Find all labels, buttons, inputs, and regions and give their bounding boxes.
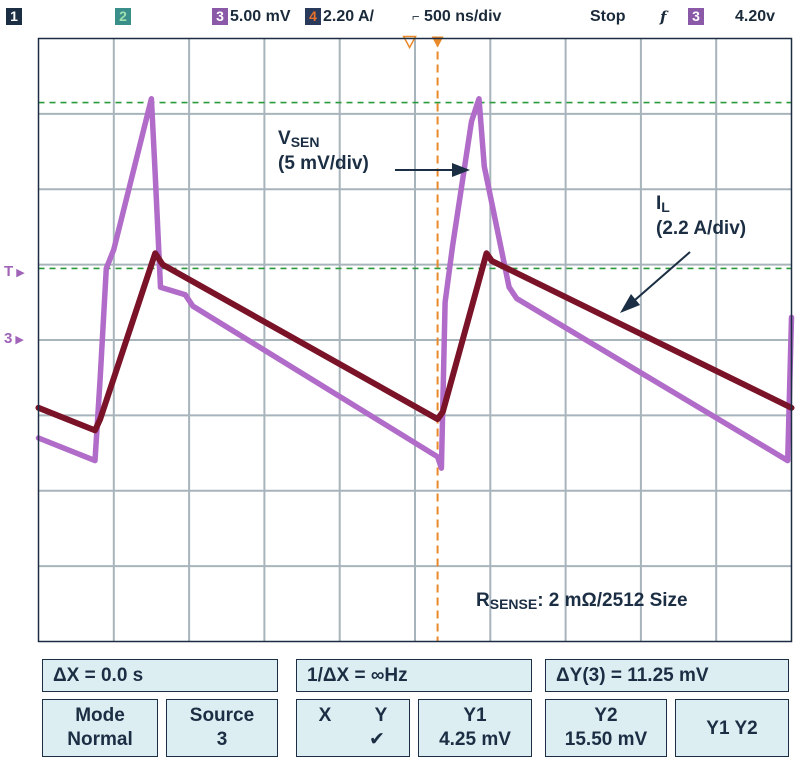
- timebase-value: 500 ns/div: [424, 8, 502, 25]
- y-check-icon: ✔: [369, 729, 385, 750]
- header-ch1: 1: [6, 8, 24, 26]
- il-main: I: [656, 193, 662, 214]
- il-annotation: IL (2.2 A/div): [656, 193, 746, 240]
- vsen-sub: SEN: [290, 134, 320, 150]
- timebase-marker-icon: ⌐: [412, 9, 420, 24]
- y1-softkey[interactable]: Y1 4.25 mV: [418, 699, 532, 757]
- y2-label: Y2: [594, 705, 618, 726]
- trigger-source-badge: 3: [688, 8, 704, 25]
- right-triangle-icon: ▶: [13, 267, 25, 279]
- rsense-tail: : 2 mΩ/2512 Size: [537, 590, 688, 611]
- il-arrow-line: [634, 251, 691, 301]
- x-label: X: [318, 705, 332, 726]
- ch3-scale: 5.00 mV: [230, 8, 291, 25]
- scope-display: [35, 35, 795, 643]
- vsen-annotation: VSEN (5 mV/div): [278, 128, 369, 175]
- annotation-arrows: [395, 163, 691, 313]
- il-trace: [35, 250, 795, 434]
- header-timebase: ⌐ 500 ns/div: [412, 8, 501, 26]
- y-label: Y: [374, 705, 388, 726]
- trigger-marker-label: T: [4, 263, 14, 280]
- y1-value: 4.25 mV: [439, 729, 511, 750]
- header-ch2: 2: [115, 8, 133, 26]
- header-trigger-level: 4.20v: [735, 8, 776, 25]
- il-sub: L: [661, 199, 670, 215]
- y1y2-softkey[interactable]: Y1 Y2: [675, 699, 789, 757]
- vsen-scale: (5 mV/div): [278, 153, 369, 174]
- trigger-level-marker: T ▶: [4, 263, 25, 280]
- inv-delta-x-readout: 1/ΔX = ∞Hz: [296, 659, 532, 692]
- ch3-marker-label: 3: [4, 330, 13, 347]
- plot-border: [37, 37, 793, 643]
- ch3-ground-marker: 3 ▶: [4, 330, 24, 347]
- vsen-main: V: [278, 128, 291, 149]
- header-ch4: 4 2.20 A/: [305, 8, 374, 26]
- il-arrow-head-icon: [620, 294, 640, 313]
- y1y2-label: Y1 Y2: [706, 718, 758, 739]
- rsense-annotation: RSENSE: 2 mΩ/2512 Size: [476, 590, 688, 615]
- mode-value: Normal: [67, 729, 133, 750]
- right-triangle-icon: ▶: [12, 334, 24, 346]
- delta-y-readout: ΔY(3) = 11.25 mV: [545, 659, 789, 692]
- header-trigger-source: 3: [688, 8, 706, 26]
- ch1-badge: 1: [6, 8, 22, 25]
- xy-softkey[interactable]: X Y ✔: [296, 699, 410, 757]
- graticule: [38, 38, 792, 642]
- mode-softkey[interactable]: Mode Normal: [42, 699, 158, 757]
- source-softkey[interactable]: Source 3: [166, 699, 278, 757]
- il-scale: (2.2 A/div): [656, 218, 747, 239]
- delta-x-readout: ΔX = 0.0 s: [42, 659, 278, 692]
- y1-label: Y1: [463, 705, 487, 726]
- traces: [35, 96, 795, 471]
- ch2-badge: 2: [115, 8, 131, 25]
- ch4-scale: 2.20 A/: [323, 8, 374, 25]
- header-state: Stop: [590, 8, 626, 25]
- y2-softkey[interactable]: Y2 15.50 mV: [545, 699, 667, 757]
- ch3-badge: 3: [212, 8, 228, 25]
- source-value: 3: [216, 729, 228, 750]
- ch4-badge: 4: [305, 8, 321, 25]
- vsen-trace: [35, 96, 795, 471]
- header-trigger-slope: f: [660, 8, 667, 26]
- y2-value: 15.50 mV: [564, 729, 648, 750]
- rsense-main: R: [476, 590, 490, 611]
- rsense-sub: SENSE: [489, 596, 538, 612]
- vsen-arrow-head-icon: [452, 163, 470, 177]
- header-ch3: 3 5.00 mV: [212, 8, 290, 26]
- source-label: Source: [189, 705, 255, 726]
- mode-label: Mode: [75, 705, 125, 726]
